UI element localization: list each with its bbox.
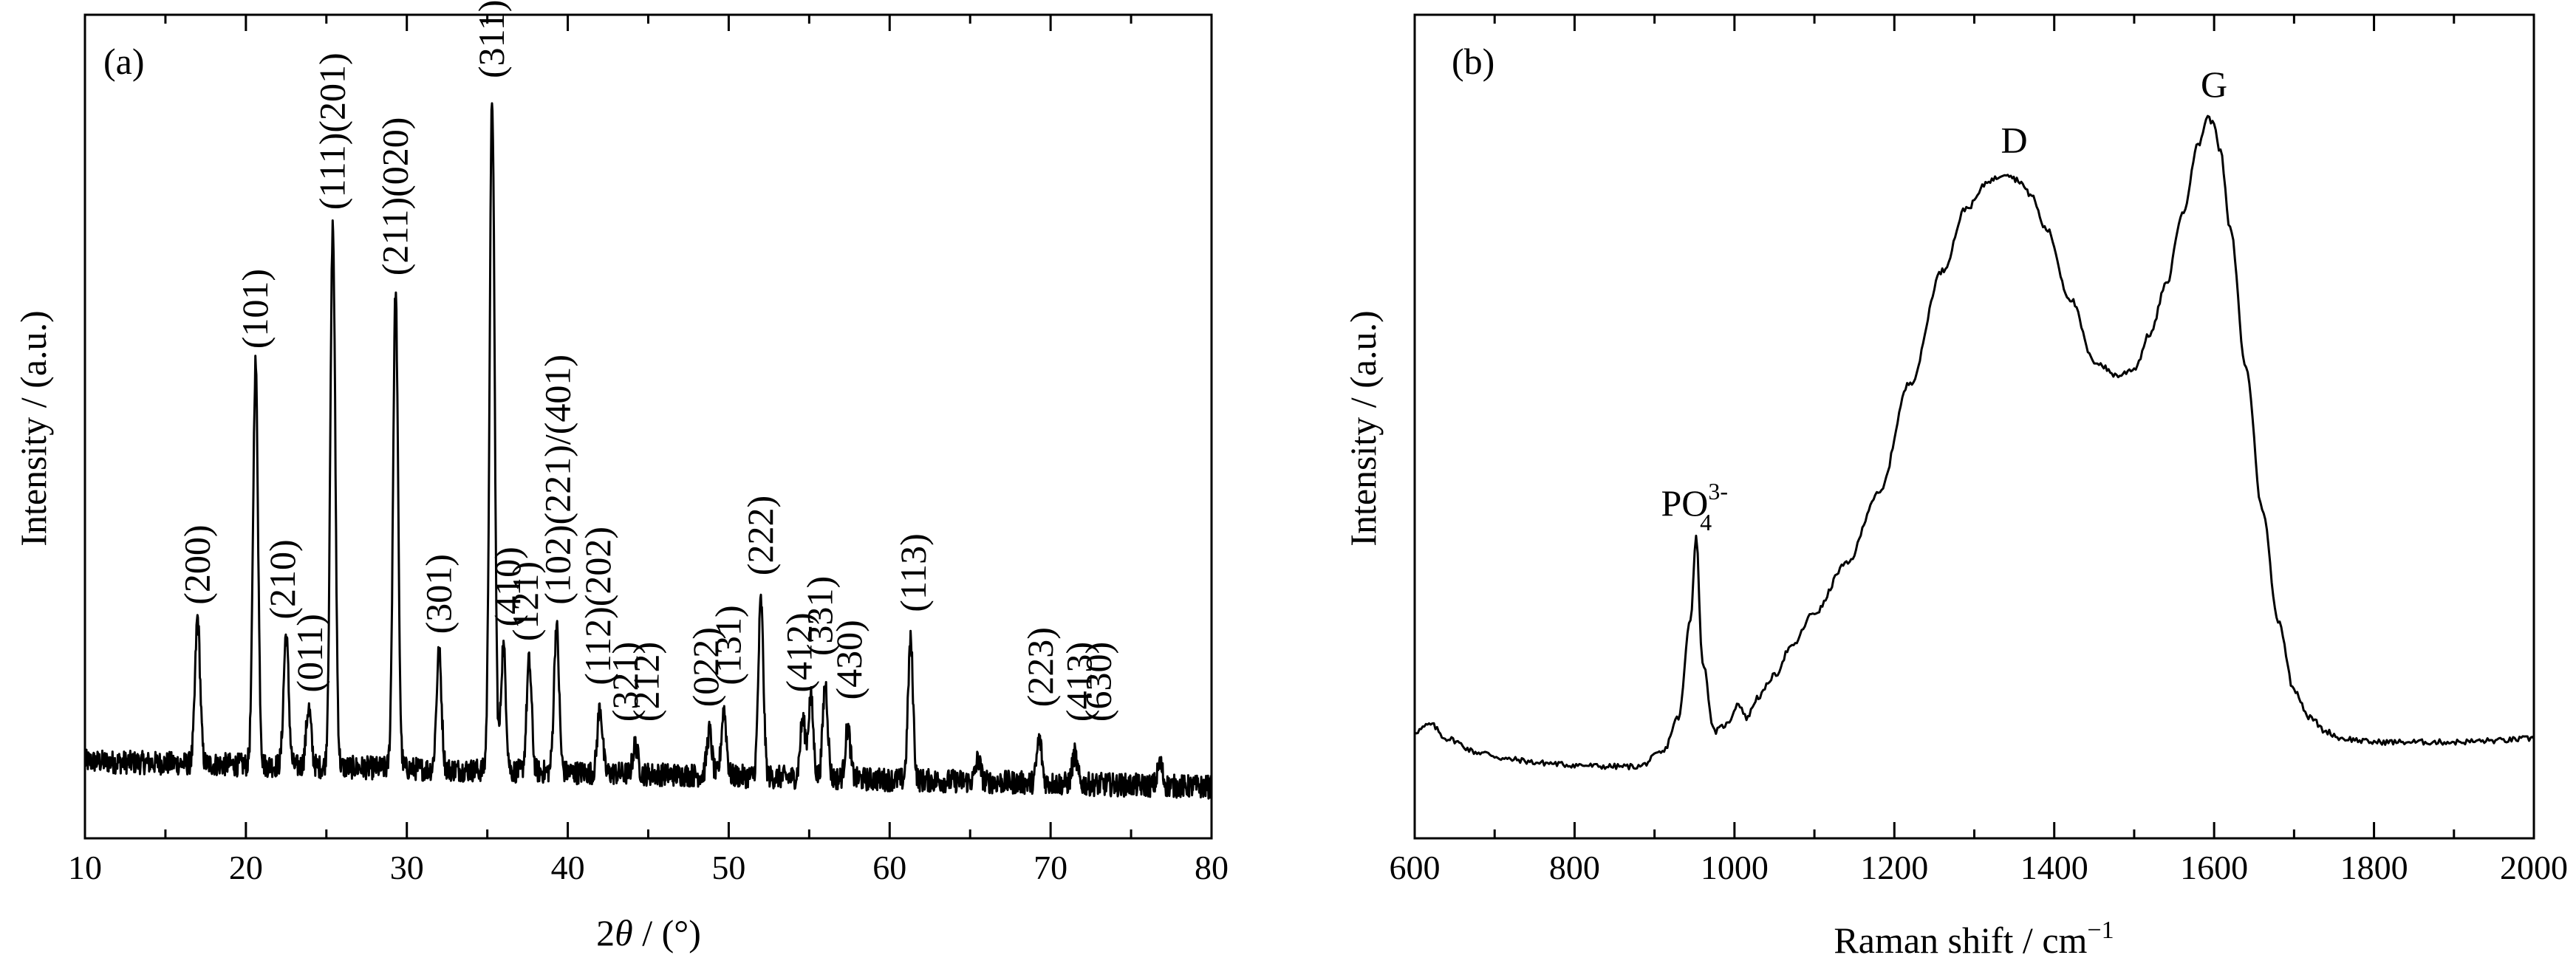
xrd-peak-label: (101): [234, 269, 276, 349]
xrd-peak-label: (413): [1058, 642, 1099, 722]
xrd-peak-label: (011): [289, 614, 330, 692]
xrd-x-tick-label: 20: [229, 849, 263, 886]
xrd-panel: (a) 10 20 30 40 50 60 70 80 (200) (101) (210)(011…: [13, 0, 1229, 954]
xrd-peak-label: (321): [604, 642, 646, 722]
xrd-peak-label: (112)(202): [577, 527, 618, 685]
xrd-x-tick-label: 70: [1034, 849, 1067, 886]
xrd-peak-label: (301): [417, 554, 459, 634]
xrd-peak-label: (022): [685, 627, 726, 707]
xrd-x-tick-label: 80: [1195, 849, 1229, 886]
raman-x-tick-label: 1000: [1701, 849, 1769, 886]
xrd-x-tick-label: 30: [390, 849, 424, 886]
xrd-peak-label: (102)(221)/(401): [537, 355, 578, 605]
xrd-x-ticks: [83, 15, 1213, 838]
raman-x-axis-label: Raman shift / cm−1: [1834, 917, 2114, 961]
xrd-y-axis-label: Intensity / (a.u.): [13, 310, 54, 546]
xrd-panel-label: (a): [103, 41, 145, 82]
xrd-peak-labels: (200) (101) (210)(011) (111)(201) (211)(020)…: [177, 0, 1119, 722]
raman-peak-label: D: [2001, 120, 2028, 161]
raman-panel-label: (b): [1452, 41, 1494, 82]
xrd-x-tick-label: 50: [711, 849, 745, 886]
raman-x-tick-label: 600: [1390, 849, 1441, 886]
raman-peak-label: G: [2201, 64, 2227, 105]
raman-x-tick-label: 1400: [2020, 849, 2088, 886]
raman-y-axis-label: Intensity / (a.u.): [1342, 310, 1384, 546]
xrd-x-axis-label-theta: θ: [615, 912, 633, 954]
xrd-x-tick-label: 10: [68, 849, 102, 886]
xrd-peak-label: (211)(020): [375, 117, 416, 276]
xrd-peak-label: (630): [1078, 642, 1119, 722]
xrd-pattern-line: [83, 102, 1213, 800]
xrd-peak-label: (113): [892, 533, 934, 612]
xrd-peak-label: (212): [625, 642, 666, 722]
raman-x-tick-label: 2000: [2500, 849, 2568, 886]
xrd-peak-label: (111)(201): [312, 52, 353, 210]
xrd-x-tick-label: 60: [872, 849, 906, 886]
xrd-x-axis-label: 2θ / (°): [596, 912, 701, 954]
xrd-peak-label: (121): [505, 561, 546, 641]
raman-x-tick-label: 1600: [2180, 849, 2248, 886]
raman-x-tick-label: 1200: [1860, 849, 1928, 886]
xrd-peak-label: (131): [707, 605, 748, 685]
raman-x-tick-label: 800: [1549, 849, 1600, 886]
xrd-x-axis-label-suffix: / (°): [633, 912, 701, 954]
raman-x-tick-labels: 600 800 1000 1200 1400 1600 1800 2000: [1390, 849, 2569, 886]
xrd-peak-label: (430): [828, 620, 870, 699]
xrd-x-tick-labels: 10 20 30 40 50 60 70 80: [68, 849, 1229, 886]
raman-x-axis-label-sup: −1: [2087, 917, 2114, 944]
raman-spectrum-line: [1414, 114, 2535, 770]
xrd-peak-label: (311): [471, 0, 512, 78]
xrd-peak-label: (331): [799, 576, 841, 656]
raman-x-ticks: [1413, 15, 2535, 838]
xrd-peak-label: (410): [487, 547, 528, 626]
raman-peak-label: PO3-4: [1661, 478, 1729, 535]
xrd-x-tick-label: 40: [551, 849, 585, 886]
xrd-peak-label: (412): [778, 612, 819, 692]
xrd-peak-label: (223): [1019, 627, 1061, 707]
raman-peak-labels: PO3-4 D G: [1661, 64, 2228, 535]
raman-x-axis-label-text: Raman shift / cm: [1834, 920, 2087, 961]
xrd-peak-label: (222): [739, 496, 781, 575]
xrd-x-axis-label-prefix: 2: [596, 912, 615, 954]
xrd-peak-label: (200): [177, 524, 218, 604]
raman-panel: (b) 600 800 1000 1200 1400 1600 1800 2000 PO3-4…: [1342, 13, 2569, 961]
raman-x-tick-label: 1800: [2340, 849, 2408, 886]
xrd-peak-label: (210): [262, 539, 303, 619]
